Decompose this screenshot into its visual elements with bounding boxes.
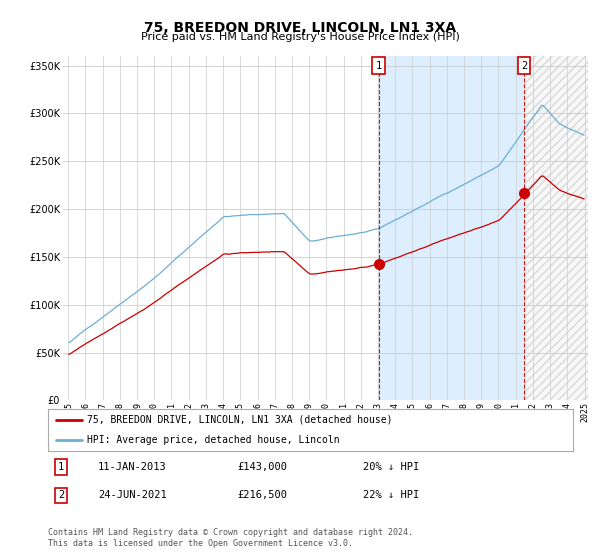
Text: 22% ↓ HPI: 22% ↓ HPI (363, 491, 419, 501)
Text: 75, BREEDON DRIVE, LINCOLN, LN1 3XA: 75, BREEDON DRIVE, LINCOLN, LN1 3XA (144, 21, 456, 35)
Text: HPI: Average price, detached house, Lincoln: HPI: Average price, detached house, Linc… (88, 435, 340, 445)
Text: £216,500: £216,500 (237, 491, 287, 501)
Text: Contains HM Land Registry data © Crown copyright and database right 2024.: Contains HM Land Registry data © Crown c… (48, 528, 413, 536)
Text: 20% ↓ HPI: 20% ↓ HPI (363, 462, 419, 472)
Text: Price paid vs. HM Land Registry's House Price Index (HPI): Price paid vs. HM Land Registry's House … (140, 32, 460, 42)
Text: 11-JAN-2013: 11-JAN-2013 (98, 462, 167, 472)
Text: £143,000: £143,000 (237, 462, 287, 472)
Bar (379, 56, 524, 400)
Text: This data is licensed under the Open Government Licence v3.0.: This data is licensed under the Open Gov… (48, 539, 353, 548)
Text: 2: 2 (58, 491, 64, 501)
Bar (524, 56, 593, 400)
Text: 1: 1 (58, 462, 64, 472)
Bar (524, 56, 593, 400)
Text: 24-JUN-2021: 24-JUN-2021 (98, 491, 167, 501)
Text: 2: 2 (521, 60, 527, 71)
Text: 1: 1 (376, 60, 382, 71)
Text: 75, BREEDON DRIVE, LINCOLN, LN1 3XA (detached house): 75, BREEDON DRIVE, LINCOLN, LN1 3XA (det… (88, 415, 393, 424)
